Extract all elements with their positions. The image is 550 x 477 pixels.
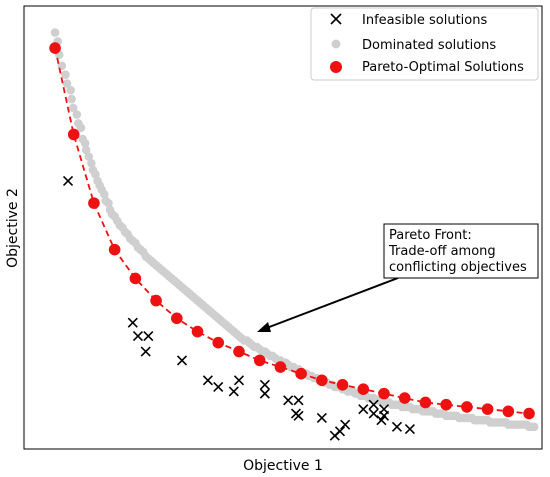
infeasible-point (293, 410, 304, 421)
pareto-point (419, 396, 432, 409)
dominated-point (99, 189, 109, 199)
pareto-point (150, 294, 162, 307)
pareto-point (129, 272, 142, 285)
infeasible-point (404, 423, 415, 435)
pareto-point (191, 325, 204, 338)
dominated-point (84, 152, 94, 161)
pareto-point (212, 336, 225, 349)
pareto-point (398, 392, 411, 404)
dominated-point (62, 79, 72, 88)
infeasible-point (378, 404, 390, 415)
infeasible-point (62, 175, 74, 187)
pareto-point (461, 401, 473, 413)
annotation-box (383, 223, 539, 279)
legend: Infeasible solutions Dominated solutions… (310, 7, 539, 81)
infeasible-point (293, 395, 304, 406)
dominated-point (529, 422, 539, 432)
infeasible-points-layer (62, 175, 415, 441)
pareto-point (357, 383, 370, 395)
dominated-point (81, 145, 91, 155)
infeasible-point (213, 381, 224, 393)
dominated-point (50, 28, 60, 37)
pareto-point (171, 312, 183, 325)
pareto-point (108, 243, 121, 256)
infeasible-point (202, 375, 213, 386)
infeasible-point (259, 388, 270, 399)
infeasible-point (329, 430, 340, 441)
infeasible-point (259, 379, 270, 390)
plot-area-frame (23, 5, 543, 450)
infeasible-point (358, 404, 369, 415)
infeasible-point (391, 421, 403, 432)
annotation-line-1: Pareto Front: (389, 228, 472, 243)
infeasible-point (316, 412, 327, 424)
annotation-arrow (263, 277, 399, 330)
dominated-point (91, 170, 100, 179)
legend-label-infeasible: Infeasible solutions (362, 13, 487, 28)
annotation: Pareto Front: Trade-off among conflictin… (257, 223, 539, 332)
pareto-point (502, 405, 515, 418)
infeasible-point (283, 395, 294, 406)
pareto-points-layer (49, 42, 535, 420)
dominated-point (104, 198, 113, 208)
infeasible-point (143, 330, 154, 342)
infeasible-point (176, 355, 188, 366)
dominated-point (80, 139, 90, 148)
dominated-point (76, 123, 86, 133)
dominated-point (72, 110, 82, 119)
pareto-point (49, 42, 61, 54)
pareto-point (274, 361, 287, 373)
dominated-point (67, 94, 76, 104)
legend-marker-infeasible (330, 13, 342, 25)
pareto-point (316, 374, 328, 387)
legend-box (310, 7, 539, 81)
infeasible-point (233, 375, 245, 386)
annotation-arrowhead (257, 322, 271, 332)
pareto-point (481, 403, 494, 415)
dominated-point (68, 103, 78, 113)
pareto-point (67, 128, 80, 141)
annotation-line-2: Trade-off among (388, 244, 496, 259)
dominated-point (66, 85, 75, 95)
legend-label-pareto: Pareto-Optimal Solutions (362, 60, 524, 75)
pareto-point (336, 378, 349, 391)
dominated-point (61, 70, 70, 79)
legend-label-dominated: Dominated solutions (362, 38, 496, 53)
dominated-point (87, 158, 96, 168)
annotation-line-3: conflicting objectives (389, 260, 527, 275)
pareto-point (295, 367, 307, 380)
y-axis-label: Objective 2 (5, 188, 21, 268)
infeasible-point (140, 346, 151, 357)
legend-marker-pareto (330, 61, 342, 73)
pareto-point (88, 197, 100, 209)
infeasible-point (340, 419, 351, 430)
pareto-point (523, 407, 535, 420)
infeasible-point (127, 317, 138, 328)
x-axis-label: Objective 1 (243, 458, 323, 474)
pareto-point (440, 398, 452, 411)
pareto-point (253, 354, 266, 367)
pareto-point (233, 345, 245, 358)
legend-marker-dominated (331, 39, 341, 49)
infeasible-point (228, 386, 239, 397)
infeasible-point (132, 330, 144, 342)
infeasible-point (368, 399, 379, 410)
pareto-point (378, 387, 390, 400)
